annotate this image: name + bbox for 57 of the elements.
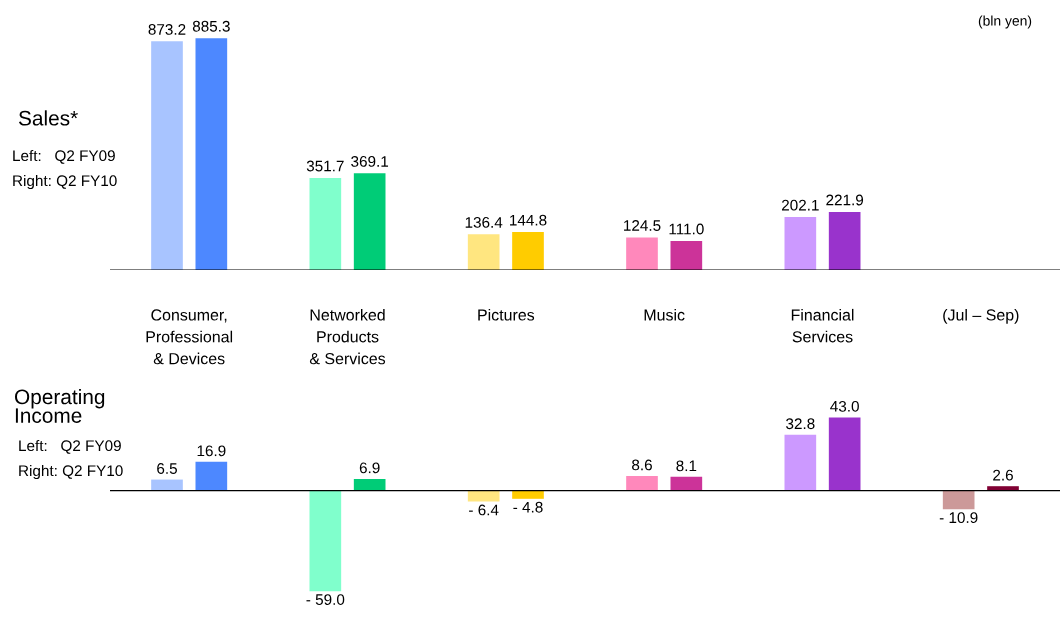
bar — [467, 234, 500, 270]
data-label: 16.9 — [197, 445, 226, 457]
x-tick-label: Pictures — [478, 308, 535, 321]
data-label: 202.1 — [781, 199, 819, 211]
annotation: Right: Q2 FY10 — [19, 464, 123, 480]
bar — [512, 490, 544, 499]
annotation: Left: Q2 FY09 — [19, 439, 121, 454]
bar — [784, 434, 817, 491]
data-label: - 10.9 — [939, 512, 978, 524]
data-label: - 6.4 — [469, 504, 499, 516]
data-label: 136.4 — [465, 216, 503, 228]
data-label: 885.3 — [192, 20, 230, 32]
bar — [309, 490, 342, 592]
data-label: 144.8 — [510, 214, 547, 226]
x-tick-label: (Jul – Sep) — [943, 308, 1019, 324]
data-label: - 4.8 — [513, 501, 543, 513]
annotation: Right: Q2 FY10 — [13, 174, 117, 190]
bar — [512, 232, 544, 270]
bar — [353, 478, 386, 491]
bar — [670, 240, 703, 270]
data-label: 8.1 — [676, 460, 697, 472]
bar — [195, 38, 228, 270]
data-label: 369.1 — [351, 156, 389, 167]
annotation: Left: Q2 FY09 — [13, 149, 115, 164]
bar — [309, 177, 342, 270]
data-label: 6.9 — [359, 462, 380, 474]
data-label: 111.0 — [669, 223, 704, 235]
data-label: - 59.0 — [306, 594, 345, 605]
bar — [626, 475, 658, 491]
bar — [195, 461, 228, 491]
data-label: 32.8 — [786, 418, 815, 430]
data-label: 2.6 — [993, 469, 1013, 481]
x-tick-label: Consumer, Professional & Devices — [146, 309, 233, 365]
text: (bln yen) — [978, 15, 1032, 29]
data-label: 6.5 — [157, 463, 177, 474]
bar — [626, 237, 658, 270]
bar — [942, 490, 975, 510]
bar — [353, 173, 386, 270]
bar — [828, 417, 861, 491]
bar — [670, 476, 703, 491]
data-label: 351.7 — [306, 160, 344, 172]
bar — [987, 486, 1019, 491]
data-label: 873.2 — [148, 24, 186, 35]
data-label: 43.0 — [830, 400, 859, 412]
bar — [151, 479, 183, 491]
data-label: 124.5 — [624, 220, 661, 231]
chart-title: Operating Income — [14, 388, 105, 423]
data-label: 221.9 — [826, 194, 864, 206]
text: Sales* — [18, 110, 78, 126]
x-tick-label: Music — [644, 308, 685, 321]
bar — [828, 211, 861, 270]
bar — [151, 41, 183, 270]
data-label: 8.6 — [632, 459, 652, 471]
x-tick-label: Financial Services — [791, 308, 854, 343]
x-tick-label: Networked Products & Services — [309, 308, 386, 365]
bar — [467, 490, 500, 502]
bar — [784, 217, 817, 270]
